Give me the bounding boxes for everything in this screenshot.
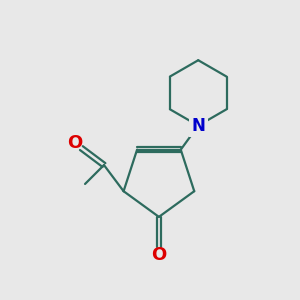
Text: O: O — [151, 246, 166, 264]
Text: N: N — [191, 117, 205, 135]
Text: O: O — [67, 134, 82, 152]
